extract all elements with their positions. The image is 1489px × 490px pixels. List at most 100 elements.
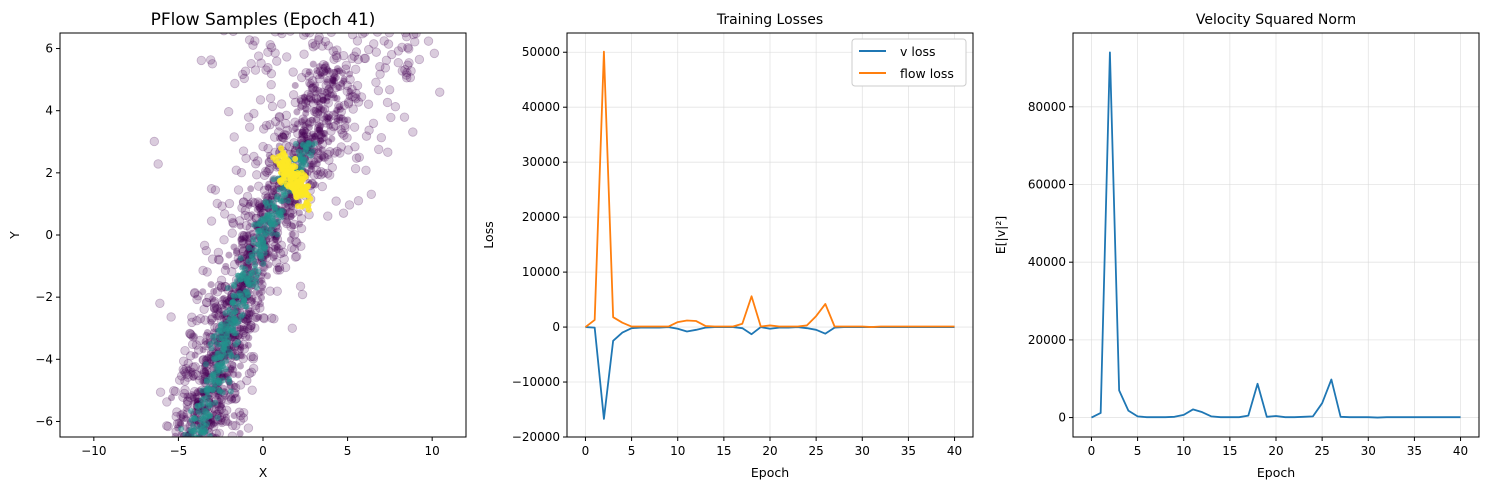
scatter-point bbox=[221, 416, 231, 426]
scatter-point bbox=[171, 432, 179, 437]
scatter-point bbox=[214, 255, 224, 265]
scatter-point bbox=[201, 367, 209, 375]
scatter-point bbox=[306, 80, 314, 88]
scatter-point bbox=[273, 211, 280, 218]
scatter-point bbox=[287, 323, 297, 333]
scatter-point bbox=[226, 394, 237, 404]
scatter-point-dense bbox=[303, 200, 310, 207]
y-tick-label: −6 bbox=[35, 414, 53, 428]
scatter-point bbox=[246, 309, 254, 317]
y-tick-label: 50000 bbox=[522, 45, 560, 59]
scatter-point bbox=[180, 376, 190, 386]
scatter-point bbox=[163, 421, 173, 432]
scatter-point bbox=[399, 112, 410, 122]
scatter-point bbox=[289, 229, 300, 240]
scatter-point bbox=[238, 313, 245, 320]
scatter-point bbox=[232, 341, 239, 348]
velocity-title: Velocity Squared Norm bbox=[1196, 12, 1356, 28]
scatter-point bbox=[295, 209, 303, 217]
scatter-point bbox=[249, 151, 259, 162]
x-tick-label: 0 bbox=[582, 444, 590, 458]
scatter-point bbox=[281, 217, 292, 227]
scatter-point bbox=[331, 196, 341, 206]
scatter-point bbox=[202, 267, 212, 277]
y-tick-label: 20000 bbox=[1028, 333, 1066, 347]
scatter-point bbox=[337, 128, 348, 138]
scatter-point bbox=[408, 33, 419, 40]
scatter-point bbox=[371, 47, 381, 57]
scatter-point bbox=[265, 93, 276, 103]
scatter-point bbox=[295, 281, 306, 292]
scatter-point bbox=[242, 375, 252, 386]
scatter-point bbox=[257, 210, 265, 218]
scatter-point bbox=[253, 197, 263, 207]
scatter-point bbox=[250, 323, 260, 333]
scatter-point bbox=[302, 127, 310, 135]
scatter-point bbox=[187, 317, 197, 328]
scatter-point bbox=[176, 410, 186, 420]
scatter-point bbox=[216, 354, 223, 361]
x-tick-label: 20 bbox=[762, 444, 777, 458]
scatter-point bbox=[238, 352, 246, 360]
scatter-point bbox=[336, 113, 344, 121]
scatter-point bbox=[190, 333, 198, 341]
scatter-point bbox=[230, 394, 241, 404]
scatter-point bbox=[301, 94, 309, 102]
scatter-point bbox=[178, 414, 186, 422]
scatter-point bbox=[347, 33, 358, 40]
scatter-point bbox=[317, 181, 328, 192]
scatter-point bbox=[248, 297, 256, 305]
scatter-point bbox=[209, 302, 220, 313]
y-tick-label: 10000 bbox=[522, 265, 560, 279]
scatter-point bbox=[246, 351, 256, 362]
scatter-point bbox=[196, 55, 207, 66]
scatter-point bbox=[274, 112, 285, 123]
scatter-point bbox=[199, 367, 209, 377]
scatter-point bbox=[222, 262, 230, 270]
scatter-point bbox=[263, 143, 273, 154]
scatter-point bbox=[283, 217, 291, 225]
scatter-point bbox=[296, 223, 307, 234]
x-tick-label: 35 bbox=[901, 444, 916, 458]
scatter-point bbox=[253, 205, 261, 213]
scatter-point bbox=[248, 40, 258, 50]
scatter-point bbox=[342, 80, 352, 91]
scatter-point bbox=[177, 420, 185, 428]
scatter-point bbox=[316, 103, 324, 111]
scatter-point bbox=[317, 122, 325, 130]
scatter-point bbox=[341, 64, 351, 74]
scatter-point bbox=[207, 318, 215, 326]
scatter-point bbox=[268, 230, 275, 237]
scatter-point bbox=[318, 87, 326, 95]
scatter-point bbox=[182, 415, 190, 423]
scatter-point bbox=[226, 379, 233, 386]
scatter-point bbox=[221, 300, 229, 308]
scatter-point bbox=[335, 148, 345, 158]
scatter-point bbox=[244, 341, 252, 349]
scatter-point bbox=[371, 77, 381, 88]
scatter-point bbox=[315, 63, 323, 71]
scatter-point bbox=[243, 288, 250, 295]
scatter-point bbox=[245, 199, 253, 207]
scatter-point bbox=[252, 314, 260, 322]
scatter-point-dense bbox=[278, 145, 285, 152]
scatter-point bbox=[240, 66, 251, 76]
scatter-point bbox=[239, 73, 249, 84]
scatter-point bbox=[254, 201, 265, 211]
scatter-point bbox=[311, 157, 319, 165]
scatter-point bbox=[190, 427, 197, 434]
scatter-point bbox=[248, 351, 259, 362]
scatter-point bbox=[194, 402, 201, 409]
scatter-point bbox=[296, 97, 304, 105]
scatter-point bbox=[330, 121, 341, 131]
scatter-point bbox=[353, 97, 364, 107]
scatter-point bbox=[258, 277, 266, 285]
scatter-point bbox=[266, 79, 276, 90]
scatter-point bbox=[297, 103, 305, 111]
scatter-point bbox=[390, 102, 401, 112]
scatter-point bbox=[212, 399, 219, 406]
scatter-point bbox=[255, 303, 265, 313]
scatter-point bbox=[302, 105, 310, 113]
scatter-point bbox=[310, 106, 320, 117]
scatter-point-dense bbox=[293, 194, 300, 201]
